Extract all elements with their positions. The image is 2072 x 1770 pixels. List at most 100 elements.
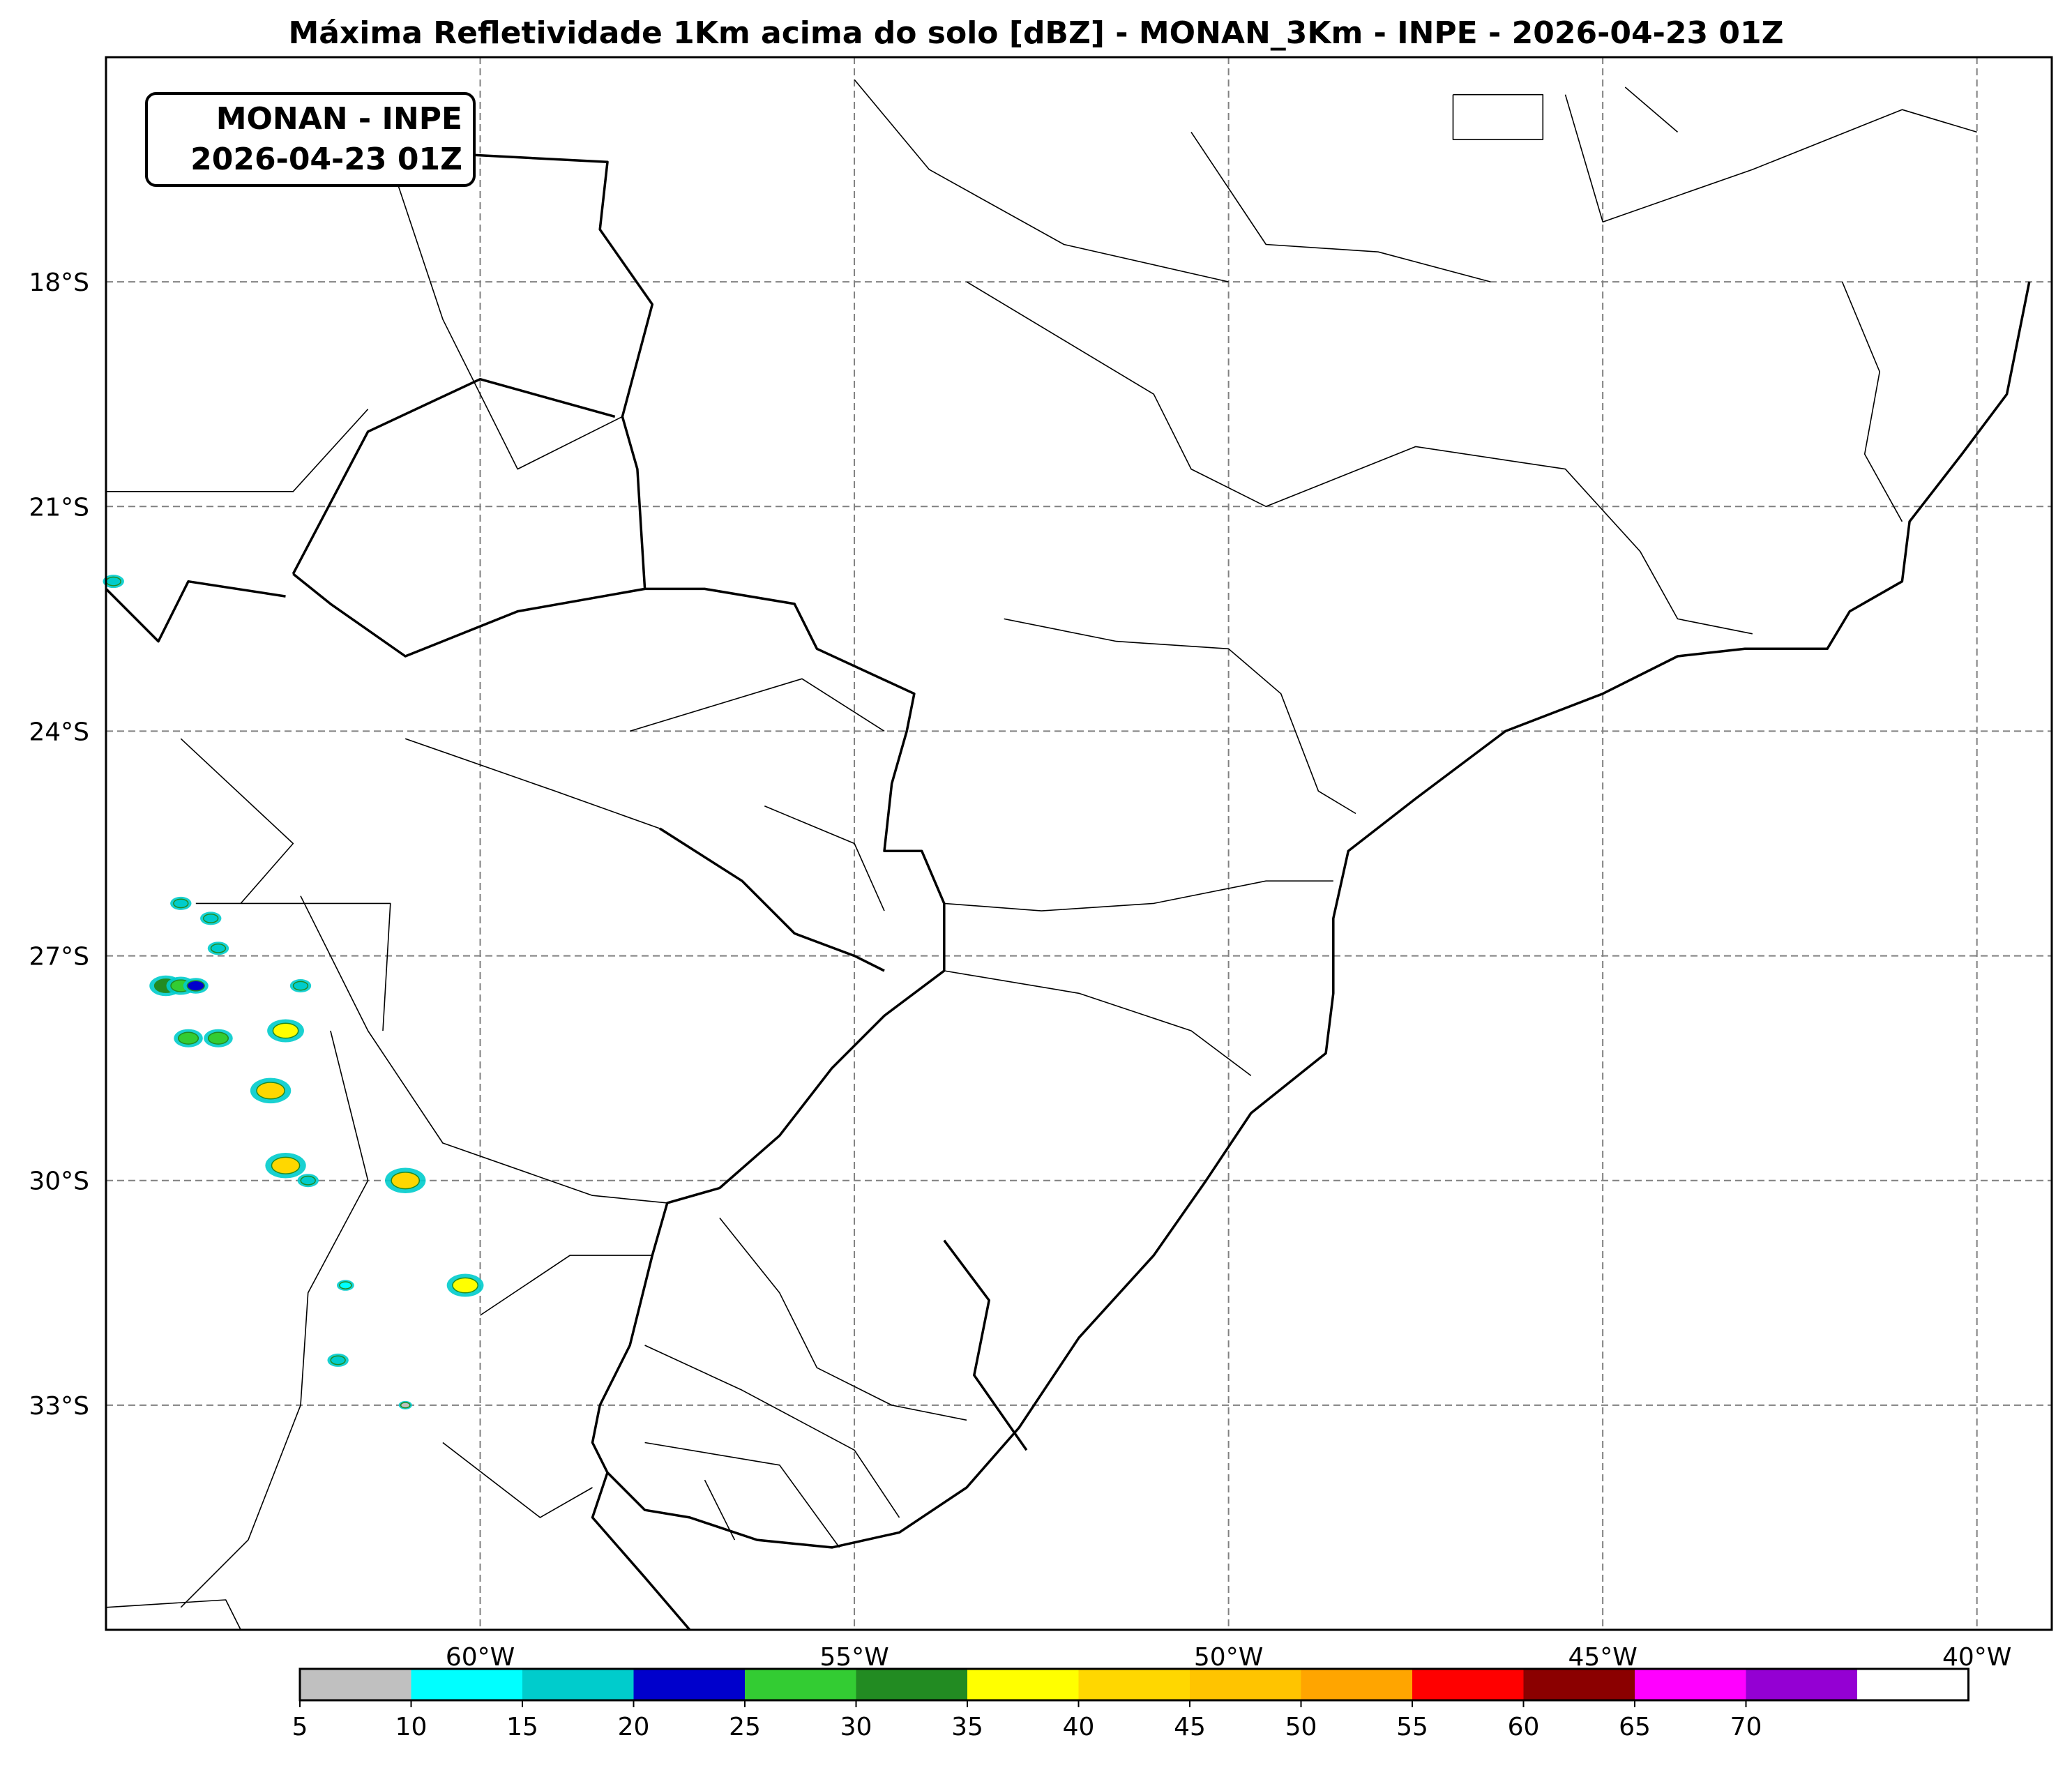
colorbar-tick-label: 50 xyxy=(1285,1713,1317,1741)
map-frame xyxy=(106,57,2052,1630)
coastline xyxy=(591,281,2031,1549)
colorbar-tick-label: 10 xyxy=(395,1713,428,1741)
state-boundary xyxy=(300,895,667,1204)
colorbar-swatch xyxy=(745,1669,856,1700)
state-boundary xyxy=(1564,94,1977,222)
colorbar-tick-label: 15 xyxy=(506,1713,538,1741)
colorbar-tick-label: 65 xyxy=(1619,1713,1651,1741)
reflectivity-cell xyxy=(207,1031,229,1045)
colorbar-tick-label: 70 xyxy=(1730,1713,1762,1741)
model-label-line1: MONAN - INPE xyxy=(216,101,462,137)
colorbar: 5 10 15 20 25 30 35 40 45 50 55 60 65 70 xyxy=(292,1667,1969,1741)
state-boundary xyxy=(1841,281,1903,522)
map-border xyxy=(105,56,2053,1631)
country-border xyxy=(292,573,645,658)
colorbar-tick-label: 35 xyxy=(951,1713,983,1741)
gridlines xyxy=(106,57,2052,1630)
country-border xyxy=(105,580,286,643)
map-title: Máxima Refletividade 1Km acima do solo [… xyxy=(288,15,1784,51)
lat-tick-label: 33°S xyxy=(29,1392,89,1421)
reflectivity-cell xyxy=(177,1031,199,1045)
colorbar-swatch xyxy=(1523,1669,1635,1700)
reflectivity-cell xyxy=(330,1355,346,1366)
lat-tick-label: 27°S xyxy=(29,943,89,971)
lon-tick-label: 55°W xyxy=(819,1643,888,1672)
country-border xyxy=(591,1472,691,1631)
model-label-box: MONAN - INPE 2026-04-23 01Z xyxy=(145,92,476,187)
state-boundary xyxy=(105,1599,241,1631)
state-boundary xyxy=(854,79,1229,282)
state-boundary xyxy=(719,1217,967,1421)
colorbar-swatch xyxy=(1746,1669,1858,1700)
reflectivity-cell xyxy=(203,913,219,923)
state-boundary xyxy=(480,1255,653,1316)
lon-tick-label: 45°W xyxy=(1568,1643,1637,1672)
country-border xyxy=(943,1239,1028,1451)
state-boundary xyxy=(106,409,369,492)
country-border xyxy=(659,827,885,972)
colorbar-swatch xyxy=(1078,1669,1190,1700)
state-boundaries xyxy=(105,79,1977,1631)
colorbar-swatch xyxy=(1190,1669,1301,1700)
colorbar-swatch xyxy=(1412,1669,1524,1700)
colorbar-tick-label: 30 xyxy=(840,1713,872,1741)
colorbar-swatch xyxy=(1635,1669,1746,1700)
lat-tick-label: 18°S xyxy=(29,268,89,297)
colorbar-frame xyxy=(298,1667,1969,1702)
colorbar-swatch xyxy=(522,1669,634,1700)
lat-tick-label: 30°S xyxy=(29,1167,89,1196)
colorbar-tick-label: 25 xyxy=(729,1713,761,1741)
country-borders xyxy=(105,153,1028,1631)
colorbar-swatch xyxy=(300,1669,411,1700)
colorbar-swatch xyxy=(1301,1669,1413,1700)
reflectivity-cell xyxy=(173,898,189,909)
state-boundary xyxy=(944,880,1333,912)
colorbar-swatch xyxy=(856,1669,968,1700)
colorbar-tick-label: 40 xyxy=(1063,1713,1095,1741)
reflectivity-cell xyxy=(300,1175,316,1186)
state-boundary xyxy=(1452,93,1544,140)
state-boundary xyxy=(180,1030,369,1608)
reflectivity-cell xyxy=(391,1172,421,1190)
state-boundary xyxy=(180,738,294,904)
coastline-path xyxy=(591,281,2031,1549)
state-boundary xyxy=(944,970,1252,1077)
colorbar-tick-label: 45 xyxy=(1174,1713,1206,1741)
reflectivity-cell xyxy=(210,943,227,953)
state-boundary xyxy=(764,805,885,912)
state-boundary xyxy=(966,281,1753,635)
model-label-line2: 2026-04-23 01Z xyxy=(190,142,462,177)
lat-tick-label: 21°S xyxy=(29,493,89,522)
country-border xyxy=(292,377,616,575)
reflectivity-cell xyxy=(256,1082,285,1100)
colorbar-swatch xyxy=(633,1669,746,1700)
reflectivity-cell xyxy=(452,1277,478,1294)
state-boundary xyxy=(404,738,660,829)
reflectivity-cells xyxy=(103,575,484,1409)
lon-tick-label: 40°W xyxy=(1942,1643,2011,1672)
reflectivity-cell xyxy=(186,980,205,992)
reflectivity-cell xyxy=(272,1022,299,1039)
state-boundary xyxy=(644,1442,840,1548)
state-boundary xyxy=(1190,131,1491,282)
colorbar-swatch xyxy=(967,1669,1079,1700)
colorbar-tick-label: 55 xyxy=(1396,1713,1428,1741)
state-boundary xyxy=(367,94,623,470)
colorbar-tick-label: 20 xyxy=(618,1713,650,1741)
colorbar-tick-label: 60 xyxy=(1508,1713,1540,1741)
lon-tick-label: 60°W xyxy=(446,1643,515,1672)
colorbar-tick-label: 5 xyxy=(292,1713,308,1741)
colorbar-swatch xyxy=(411,1669,523,1700)
reflectivity-cell xyxy=(400,1402,411,1409)
lon-tick-label: 50°W xyxy=(1194,1643,1263,1672)
map-plot-area xyxy=(106,57,2052,1630)
country-border xyxy=(465,153,946,1406)
lat-tick-label: 24°S xyxy=(29,718,89,746)
state-boundary xyxy=(442,1442,593,1518)
colorbar-swatch xyxy=(1857,1669,1969,1700)
reflectivity-cell xyxy=(339,1281,352,1289)
state-boundary xyxy=(1004,618,1356,815)
state-boundary xyxy=(195,902,391,1031)
state-boundary xyxy=(629,678,885,732)
